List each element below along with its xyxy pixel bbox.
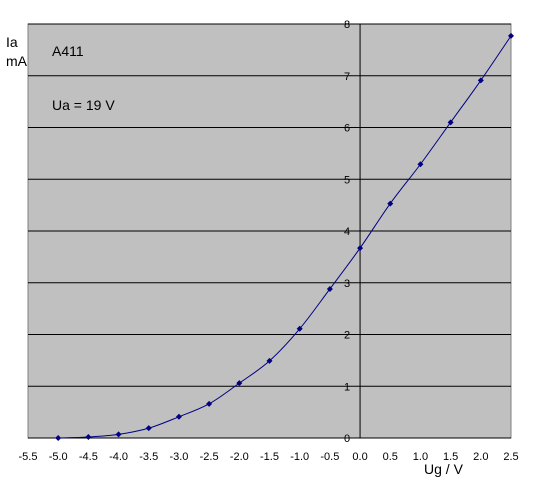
y-tick-label: 5 — [344, 174, 350, 186]
x-tick-label: -5.5 — [19, 451, 38, 463]
y-tick-label: 7 — [344, 71, 350, 83]
data-point-marker — [145, 425, 152, 432]
data-point-marker — [85, 433, 92, 440]
data-point-marker — [55, 435, 62, 441]
y-axis-label-unit: mA — [6, 53, 28, 69]
x-tick-labels: -5.5 -5.0 -4.5 -4.0 -3.5 -3.0 -2.5 -2.0 -1.5 -1.0… — [19, 451, 519, 463]
data-point-marker — [508, 32, 514, 39]
x-tick-label: -0.5 — [320, 451, 339, 463]
x-tick-label: -4.5 — [79, 451, 98, 463]
y-tick-label: 8 — [344, 19, 350, 31]
x-tick-label: -4.0 — [109, 451, 128, 463]
x-tick-label: 1.5 — [443, 451, 458, 463]
gridlines — [28, 23, 511, 439]
y-tick-label: 6 — [344, 123, 350, 135]
data-point-marker — [357, 245, 364, 252]
x-tick-label: 1.0 — [413, 451, 428, 463]
x-tick-label: -1.5 — [260, 451, 279, 463]
x-tick-label: -5.0 — [49, 451, 68, 463]
data-point-marker — [175, 413, 182, 420]
y-tick-label: 1 — [344, 381, 350, 393]
x-tick-label: -2.5 — [200, 451, 219, 463]
series-layer — [55, 32, 514, 441]
data-point-marker — [387, 200, 394, 207]
y-tick-label: 3 — [344, 278, 350, 290]
x-tick-label: -1.0 — [290, 451, 309, 463]
x-tick-label: 0.5 — [383, 451, 398, 463]
y-tick-label: 4 — [344, 226, 350, 238]
data-point-marker — [447, 119, 454, 126]
annotation-tube-name: A411 — [52, 43, 84, 59]
x-tick-label: -3.0 — [169, 451, 188, 463]
data-point-marker — [326, 285, 333, 292]
x-tick-label: 0.0 — [352, 451, 367, 463]
data-point-marker — [236, 380, 243, 387]
data-point-marker — [477, 77, 484, 84]
x-tick-label: -3.5 — [139, 451, 158, 463]
y-tick-label: 2 — [344, 330, 350, 342]
data-point-marker — [296, 325, 303, 332]
x-tick-label: 2.5 — [503, 451, 518, 463]
y-axis-label-quantity: Ia — [6, 34, 18, 50]
y-tick-label: 0 — [344, 433, 350, 445]
x-tick-label: 2.0 — [473, 451, 488, 463]
data-point-marker — [266, 357, 273, 364]
data-point-marker — [417, 161, 424, 168]
x-tick-label: -2.0 — [230, 451, 249, 463]
data-point-marker — [206, 400, 213, 407]
x-axis-label: Ug / V — [424, 461, 464, 477]
y-tick-labels: 0 1 2 3 4 5 6 7 8 — [344, 19, 350, 445]
annotation-anode-voltage: Ua = 19 V — [52, 97, 115, 113]
series-line — [58, 35, 512, 439]
data-point-marker — [115, 431, 122, 438]
